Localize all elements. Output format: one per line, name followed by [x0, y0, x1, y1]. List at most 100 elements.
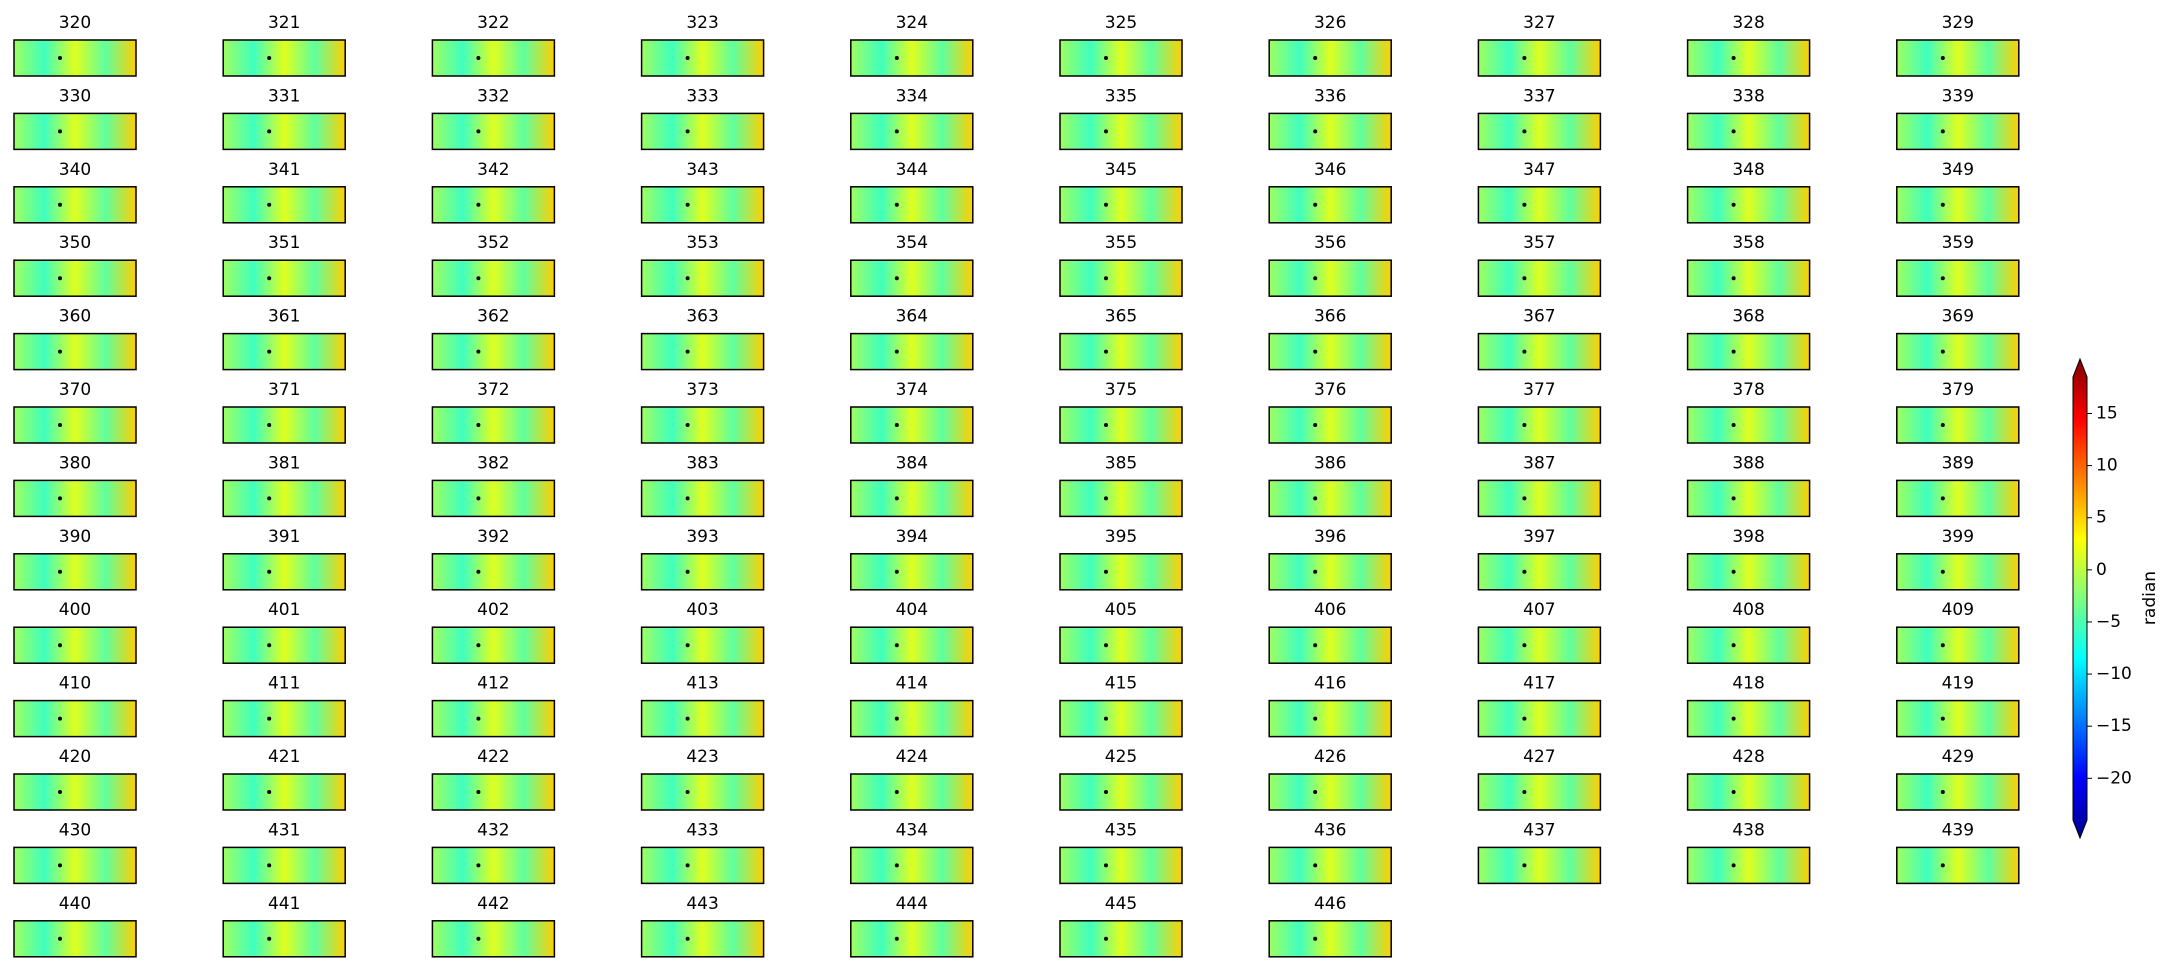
panel [222, 626, 346, 664]
panel-title: 443 [686, 894, 718, 914]
panel-title: 428 [1732, 747, 1764, 767]
panel [1268, 479, 1392, 518]
panel-marker [476, 863, 481, 868]
panel [1268, 332, 1392, 371]
panel-title: 410 [59, 674, 91, 694]
panel [222, 773, 346, 811]
panel-marker [476, 129, 481, 134]
panel [1477, 773, 1602, 811]
panel-title: 423 [686, 747, 718, 767]
panel-title: 371 [268, 380, 300, 400]
panel-marker [894, 129, 899, 134]
panel [1686, 699, 1811, 738]
colorbar-tick-label: 15 [2096, 403, 2118, 423]
panel [1059, 259, 1183, 297]
panel-marker [1522, 202, 1527, 207]
panel-marker [58, 276, 62, 281]
panel [1477, 332, 1602, 371]
panel-title: 322 [477, 13, 509, 33]
panel-title: 359 [1942, 233, 1974, 253]
panel [1477, 406, 1602, 444]
panel-marker [1104, 863, 1108, 868]
panel-marker [267, 643, 272, 648]
panel-marker [476, 56, 481, 60]
panel-title: 413 [686, 674, 718, 694]
panel [13, 112, 137, 151]
panel [1059, 186, 1183, 224]
colorbar-tick-label: −15 [2096, 716, 2132, 736]
panel-marker [1731, 863, 1736, 868]
panel-marker [58, 569, 62, 574]
panel-marker [476, 569, 481, 574]
panel-marker [1731, 202, 1736, 207]
panel-title: 375 [1105, 380, 1137, 400]
colorbar-tick-label: 0 [2096, 560, 2107, 580]
panel-title: 431 [268, 820, 300, 840]
panel-title: 348 [1732, 160, 1764, 180]
panel-marker [267, 56, 272, 60]
panel-title: 424 [896, 747, 928, 767]
panel-marker [1313, 863, 1318, 868]
panel-marker [1522, 863, 1527, 868]
panel [1059, 479, 1183, 518]
panel-marker [685, 349, 690, 354]
panel-marker [267, 349, 272, 354]
panel-title: 364 [896, 307, 928, 327]
panel-marker [58, 202, 62, 207]
panel [431, 259, 556, 297]
panel-marker [1522, 569, 1527, 574]
panel-title: 325 [1105, 13, 1137, 33]
panel [431, 332, 556, 371]
panel-title: 321 [268, 13, 300, 33]
panel-title: 352 [477, 233, 509, 253]
panel-marker [1313, 716, 1318, 721]
panel [850, 112, 974, 151]
panel [431, 39, 556, 77]
panel-title: 338 [1732, 86, 1764, 106]
panel [1268, 846, 1392, 885]
panel-marker [267, 129, 272, 134]
panel-title: 425 [1105, 747, 1137, 767]
panel [640, 479, 765, 518]
panel-marker [1940, 643, 1945, 648]
panel-marker [894, 569, 899, 574]
panel [640, 553, 765, 591]
panel-marker [58, 716, 62, 721]
panel-marker [1104, 790, 1108, 794]
panel-marker [1731, 276, 1736, 281]
panel-marker [1940, 129, 1945, 134]
panel [1896, 259, 2020, 297]
panel [850, 553, 974, 591]
panel-title: 328 [1732, 13, 1764, 33]
panel [640, 186, 765, 224]
panel [222, 406, 346, 444]
panel-marker [1313, 790, 1318, 794]
panel [1059, 846, 1183, 885]
panel [13, 553, 137, 591]
panel-title: 396 [1314, 527, 1346, 547]
panel-title: 336 [1314, 86, 1346, 106]
panel-title: 379 [1942, 380, 1974, 400]
panel-title: 372 [477, 380, 509, 400]
panel-title: 395 [1105, 527, 1137, 547]
panel [1059, 626, 1183, 664]
panel-marker [267, 716, 272, 721]
panel-marker [1731, 496, 1736, 501]
panel [1059, 920, 1183, 958]
panel [1686, 626, 1811, 664]
panel [1268, 920, 1392, 958]
panel-title: 384 [896, 453, 928, 473]
panel-title: 327 [1523, 13, 1555, 33]
panel-marker [58, 863, 62, 868]
panel [222, 479, 346, 518]
panel [850, 332, 974, 371]
panel-marker [685, 569, 690, 574]
panel-marker [1522, 349, 1527, 354]
panel-title: 392 [477, 527, 509, 547]
panel-title: 362 [477, 307, 509, 327]
panel-marker [894, 276, 899, 281]
panel [640, 259, 765, 297]
panel-marker [58, 643, 62, 648]
colorbar-tick-label: −20 [2096, 768, 2132, 788]
panel-marker [267, 202, 272, 207]
